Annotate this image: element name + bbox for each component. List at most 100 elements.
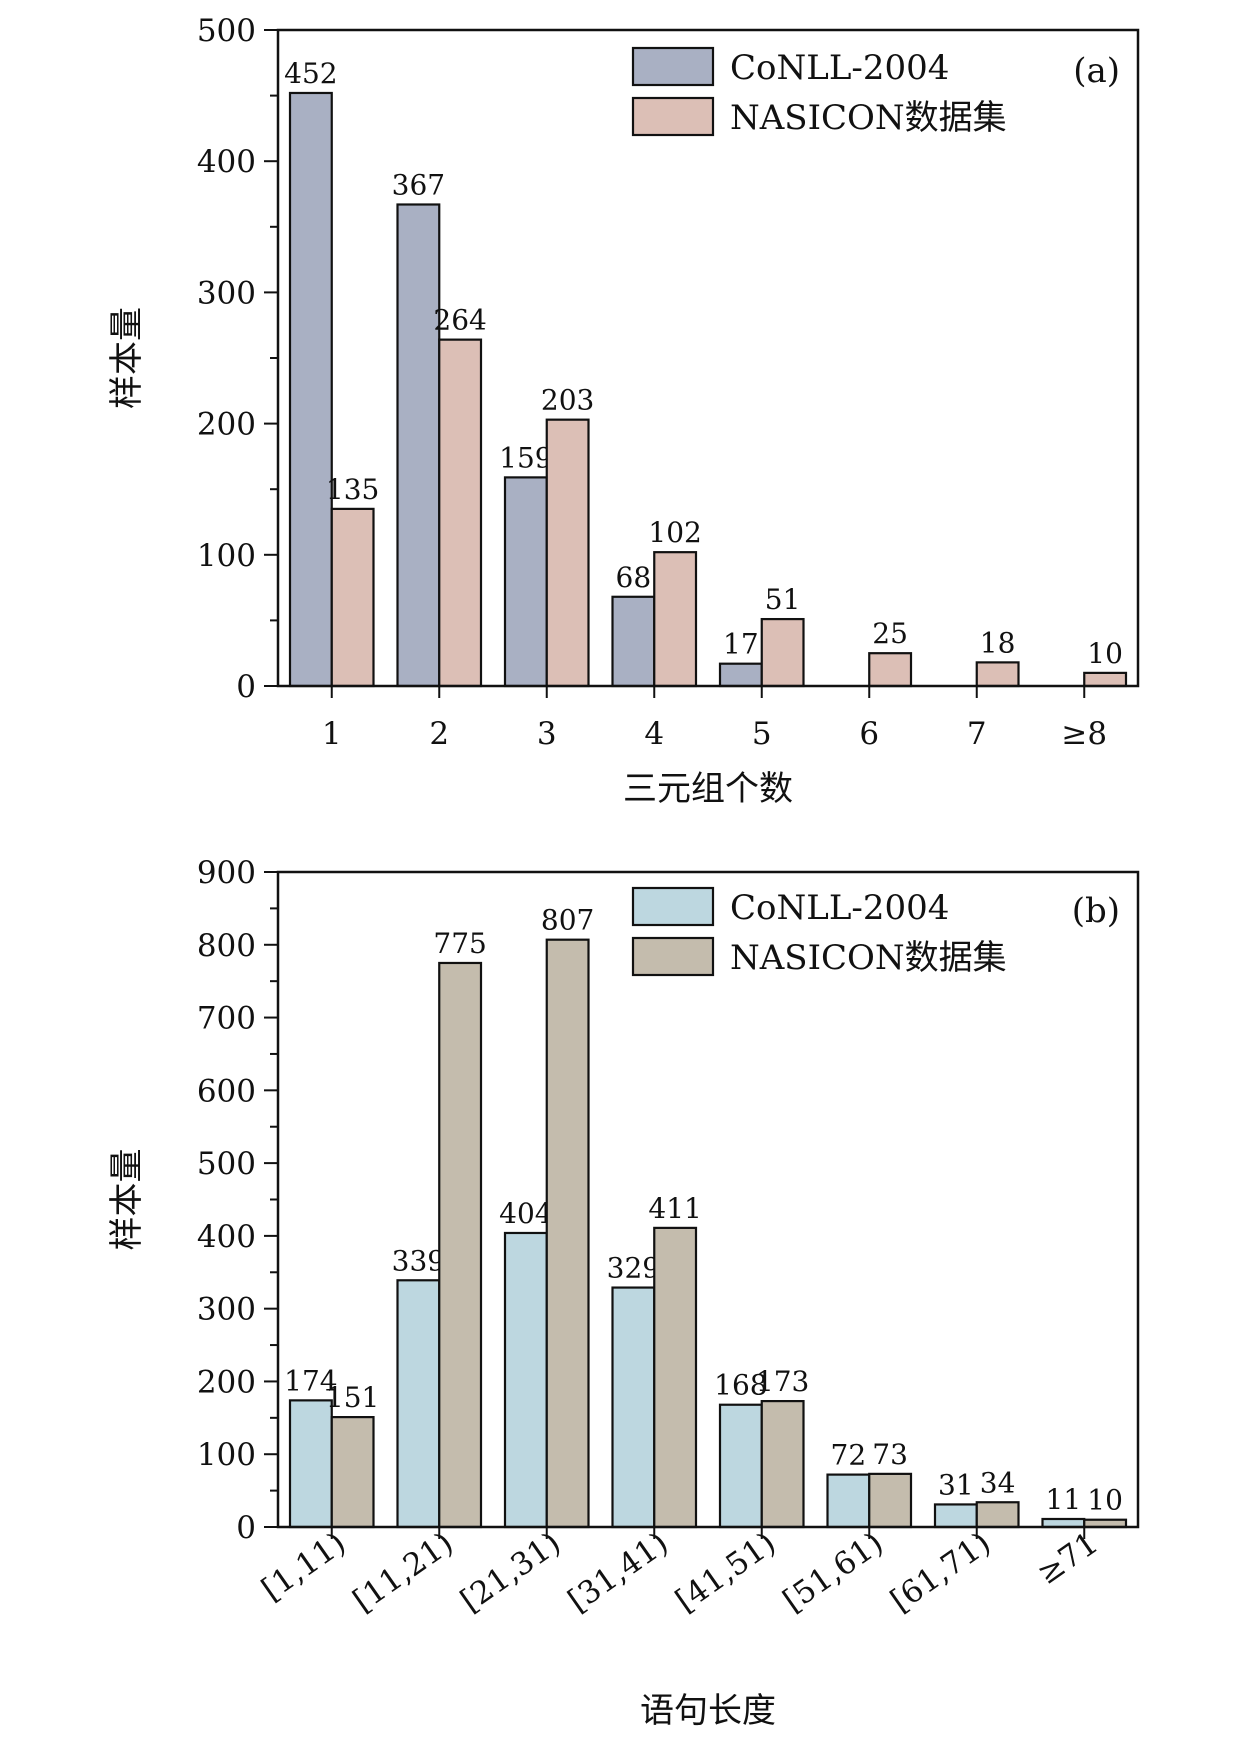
x-tick-label: 1 <box>322 716 342 752</box>
bar-nasicon <box>868 1472 913 1529</box>
legend-label-nasicon: NASICON数据集 <box>730 938 1007 978</box>
x-tick-label: [41,51) <box>669 1525 782 1619</box>
data-label: 68 <box>616 561 652 594</box>
x-tick-label: 3 <box>537 716 557 752</box>
y-tick-label: 600 <box>197 1073 256 1109</box>
panel-tag: (a) <box>1073 51 1120 91</box>
y-tick-label: 0 <box>236 1510 256 1546</box>
y-tick-label: 100 <box>197 538 256 574</box>
bar-conll <box>826 1473 871 1529</box>
bar-conll <box>718 1403 763 1529</box>
x-tick-label: 4 <box>644 716 664 752</box>
data-label: 102 <box>648 516 701 549</box>
x-tick-label: ≥71 <box>1031 1525 1105 1592</box>
bar-nasicon <box>868 652 913 688</box>
data-label: 151 <box>326 1381 379 1414</box>
bar-nasicon <box>760 617 805 688</box>
bar-nasicon <box>438 338 483 688</box>
bar-conll <box>396 1279 441 1529</box>
data-label: 168 <box>714 1369 767 1402</box>
data-label: 11 <box>1046 1483 1082 1516</box>
data-label: 174 <box>284 1364 337 1397</box>
plot-frame <box>276 28 1140 688</box>
bar-nasicon <box>975 1501 1020 1529</box>
bar-nasicon <box>1083 671 1128 688</box>
x-axis-title: 三元组个数 <box>623 769 793 809</box>
data-label: 18 <box>980 626 1016 659</box>
legend: CoNLL-2004 NASICON数据集 <box>631 46 1007 138</box>
data-label: 339 <box>392 1244 445 1277</box>
data-label: 452 <box>284 57 337 90</box>
bar-nasicon <box>975 661 1020 688</box>
data-label: 775 <box>433 927 486 960</box>
y-tick-label: 300 <box>197 1292 256 1328</box>
data-label: 203 <box>541 384 594 417</box>
panel-tag: (b) <box>1072 891 1120 931</box>
chart-panel-b: 0 100 200 300 400 500 600 700 800 900 174 339 404 329… <box>107 855 1140 1731</box>
y-tick-label: 0 <box>236 669 256 705</box>
data-label: 264 <box>433 304 486 337</box>
x-tick-label: 7 <box>967 716 987 752</box>
data-label: 17 <box>723 628 759 661</box>
bar-conll <box>933 1503 978 1529</box>
x-tick-label: [51,61) <box>777 1525 890 1619</box>
y-tick-label: 500 <box>197 13 256 49</box>
legend-label-conll: CoNLL-2004 <box>730 48 949 88</box>
y-tick-label: 200 <box>197 407 256 443</box>
x-tick-label: [21,31) <box>454 1525 567 1619</box>
x-tick-label: 2 <box>429 716 449 752</box>
bar-nasicon <box>330 1416 375 1529</box>
bar-conll <box>288 91 333 688</box>
bar-nasicon <box>760 1399 805 1529</box>
x-tick-label: [1,11) <box>255 1525 352 1608</box>
bar-nasicon <box>330 507 375 688</box>
y-tick-label: 800 <box>197 928 256 964</box>
data-label: 159 <box>499 441 552 474</box>
data-label: 329 <box>607 1252 660 1285</box>
y-tick-label: 500 <box>197 1146 256 1182</box>
data-label: 411 <box>648 1192 701 1225</box>
legend: CoNLL-2004 NASICON数据集 <box>631 886 1007 978</box>
data-label: 73 <box>872 1438 908 1471</box>
x-tick-label: [11,21) <box>347 1525 460 1619</box>
bar-conll <box>611 1286 656 1529</box>
bar-conll <box>503 1231 548 1529</box>
plot-frame <box>276 870 1140 1529</box>
x-tick-label: 6 <box>859 716 879 752</box>
bar-conll <box>718 662 763 688</box>
y-axis-title: 样本量 <box>107 1149 147 1251</box>
y-tick-label: 300 <box>197 275 256 311</box>
bar-conll <box>396 203 441 688</box>
y-tick-label: 700 <box>197 1001 256 1037</box>
bar-nasicon <box>653 551 698 688</box>
legend-label-nasicon: NASICON数据集 <box>730 98 1007 138</box>
legend-swatch-conll <box>631 886 715 927</box>
y-tick-label: 900 <box>197 855 256 891</box>
y-tick-label: 100 <box>197 1437 256 1473</box>
x-tick-label: [31,41) <box>562 1525 675 1619</box>
data-label: 135 <box>326 473 379 506</box>
data-label: 31 <box>938 1468 974 1501</box>
bar-nasicon <box>438 961 483 1529</box>
bar-nasicon <box>545 418 590 688</box>
x-tick-label: 5 <box>752 716 772 752</box>
x-tick-label: ≥8 <box>1061 716 1107 752</box>
y-axis-title: 样本量 <box>107 307 147 409</box>
chart-panel-a: 0100200300400500452367159681713526420310… <box>107 13 1140 809</box>
legend-swatch-nasicon <box>631 936 715 977</box>
bar-nasicon <box>653 1226 698 1529</box>
bar-nasicon <box>545 938 590 1529</box>
data-label: 404 <box>499 1197 552 1230</box>
y-tick-label: 400 <box>197 1219 256 1255</box>
legend-swatch-nasicon <box>631 96 715 137</box>
x-tick-label: [61,71) <box>884 1525 997 1619</box>
bar-conll <box>611 595 656 688</box>
data-label: 10 <box>1087 1484 1123 1517</box>
data-label: 25 <box>872 617 908 650</box>
x-axis-title: 语句长度 <box>640 1691 776 1731</box>
data-label: 51 <box>765 583 801 616</box>
legend-label-conll: CoNLL-2004 <box>730 888 949 928</box>
data-label: 367 <box>392 168 445 201</box>
legend-swatch-conll <box>631 46 715 87</box>
